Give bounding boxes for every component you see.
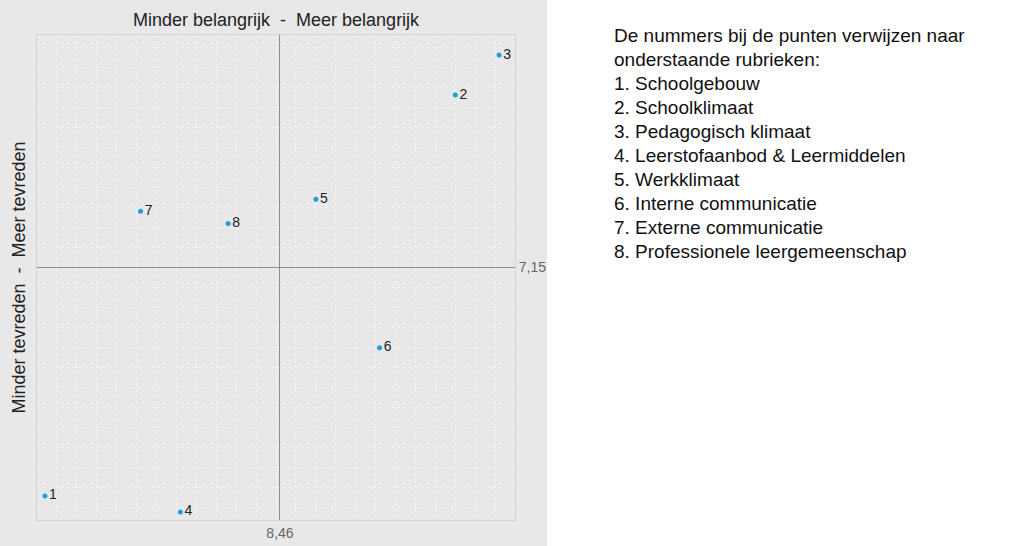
html-text:7. Externe communicatie: 7. Externe communicatie [614,217,824,238]
svg-text:Minder tevreden - Meer tevre: Minder tevreden - Meer tevreden [9,141,29,413]
svg-text:5: 5 [320,190,328,206]
svg-text:7: 7 [145,202,153,218]
svg-text:3: 3 [503,46,511,62]
html-text:1. Schoolgebouw: 1. Schoolgebouw [614,73,760,94]
html-text:2. Schoolklimaat: 2. Schoolklimaat [614,97,754,118]
html-text:3. Pedagogisch klimaat: 3. Pedagogisch klimaat [614,121,811,142]
svg-text:Minder belangrijk - Meer bel: Minder belangrijk - Meer belangrijk [133,10,420,30]
svg-text:8,46: 8,46 [266,525,293,541]
svg-text:8: 8 [232,214,240,230]
html-text:De nummers bij de punten verwi: De nummers bij de punten verwijzen naar … [614,25,965,70]
svg-text:7,15: 7,15 [519,259,546,275]
html-text:8. Professionele leergemeensch: 8. Professionele leergemeenschap [614,241,907,262]
html-text:5. Werkklimaat: 5. Werkklimaat [614,169,740,190]
svg-text:4: 4 [185,502,193,518]
svg-text:2: 2 [459,86,467,102]
html-text:6. Interne communicatie: 6. Interne communicatie [614,193,817,214]
svg-text:1: 1 [49,486,57,502]
svg-text:6: 6 [384,338,392,354]
html-text:4. Leerstofaanbod & Leermiddel: 4. Leerstofaanbod & Leermiddelen [614,145,906,166]
